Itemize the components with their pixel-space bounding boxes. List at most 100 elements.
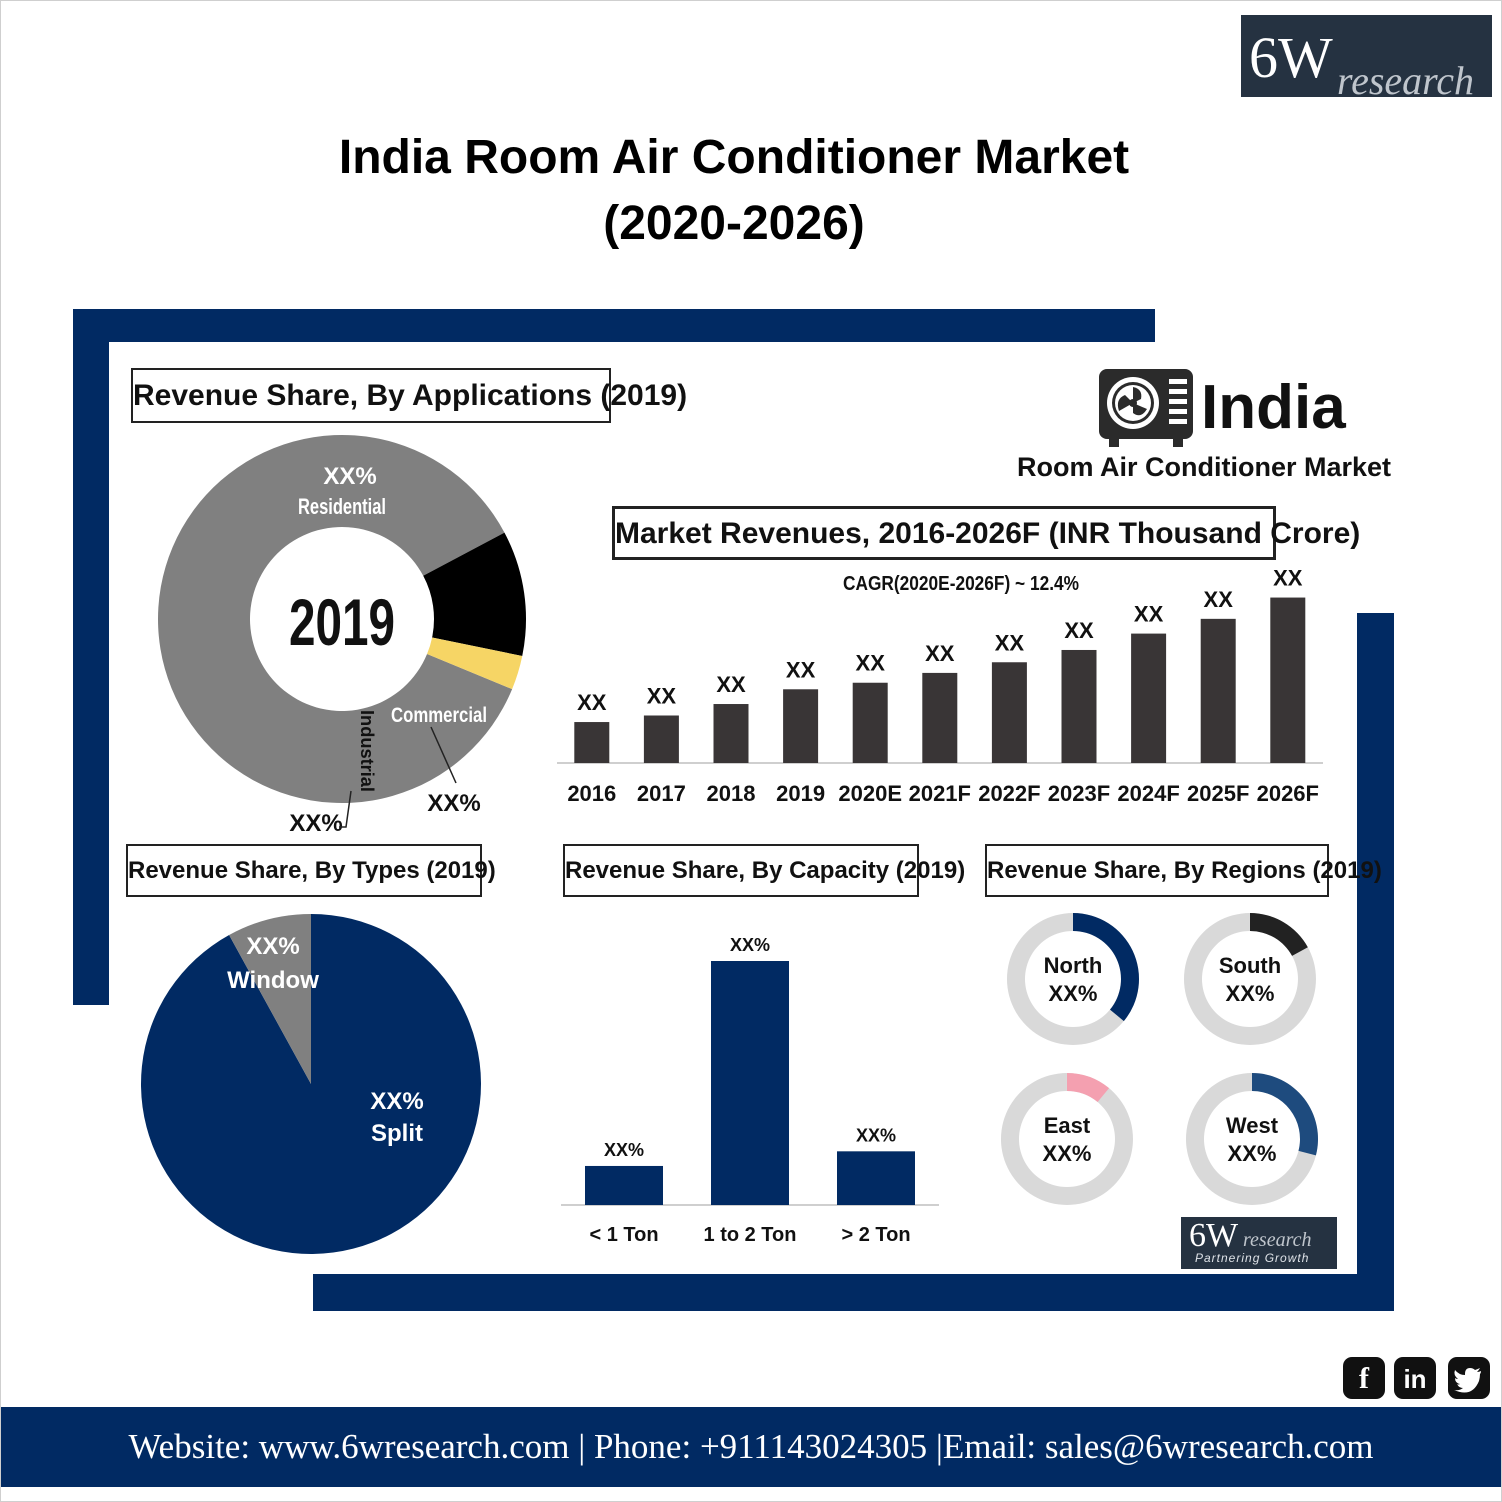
industrial-label: Industrial [357,710,377,792]
frame-bar-bottom [313,1274,1394,1311]
north-donut-slice [1073,913,1140,1022]
commercial-slice [423,532,526,656]
split-slice [141,914,482,1255]
south-label: South [1219,953,1281,978]
east-label: East [1044,1113,1091,1138]
revenue-bar-2021F [922,672,958,763]
revenue-x-tick-2023F: 2023F [1048,781,1110,806]
twitter-icon[interactable] [1448,1357,1490,1399]
frame-bar-left [73,309,109,1005]
revenue-bar-label-2019: XX [786,657,816,682]
east-donut-slice [1067,1073,1110,1103]
commercial-label: Commercial [391,704,487,727]
east-value-label: XX% [1043,1141,1092,1166]
twitter-bird-icon [1454,1368,1481,1393]
revenue-bar-2022F [991,662,1027,763]
capacity-bar-0 [585,1165,663,1205]
industrial-value-label: XX% [289,810,342,837]
revenue-bar-label-2021F: XX [925,641,955,666]
bottom-logo-mark: 6W [1189,1217,1239,1254]
split-value-label: XX% [370,1088,423,1115]
brand-logo-bottom: 6W research Partnering Growth [1181,1217,1337,1269]
revenue-bar-2017 [643,715,679,763]
west-donut-slice [1252,1073,1319,1156]
revenue-bar-2025F [1200,618,1236,763]
revenue-bar-label-2026F: XX [1273,566,1303,591]
south-value-label: XX% [1226,981,1275,1006]
west-label: West [1226,1113,1279,1138]
title-line-2: (2020-2026) [603,197,865,250]
india-logo-country: India [1201,373,1346,442]
revenue-bar-label-2024F: XX [1134,602,1164,627]
revenue-bar-label-2018: XX [716,672,746,697]
revenue-bar-2020E [852,682,888,763]
south-donut-slice [1250,913,1308,956]
linkedin-icon[interactable]: in [1394,1357,1436,1399]
residential-label: Residential [298,494,386,519]
contact-footer: Website: www.6wresearch.com | Phone: +91… [1,1407,1501,1487]
revenue-bar-2026F [1270,597,1306,763]
revenue-x-tick-2017: 2017 [637,781,686,806]
regions-chart-title: Revenue Share, By Regions (2019) [985,844,1382,897]
capacity-bar-1 [711,961,789,1205]
revenue-bar-2023F [1061,649,1097,763]
revenue-bar-2019 [783,689,819,763]
revenue-bar-2016 [574,722,610,763]
facebook-icon[interactable]: f [1343,1357,1385,1399]
capacity-bar-label-2: XX% [856,1125,896,1145]
capacity-bar-label-0: XX% [604,1140,644,1160]
revenue-bar-label-2025F: XX [1204,587,1234,612]
cagr-annotation: CAGR(2020E-2026F) ~ 12.4% [843,573,1079,595]
split-label: Split [371,1120,423,1147]
brand-logo: 6W research [1241,15,1492,97]
commercial-value-label: XX% [427,790,480,817]
revenue-x-tick-2026F: 2026F [1257,781,1319,806]
capacity-chart-title: Revenue Share, By Capacity (2019) [563,844,965,897]
revenue-bar-label-2023F: XX [1064,618,1094,643]
revenue-x-tick-2025F: 2025F [1187,781,1249,806]
title-line-1: India Room Air Conditioner Market [338,131,1130,184]
revenue-bar-label-2017: XX [647,683,677,708]
north-value-label: XX% [1049,981,1098,1006]
capacity-x-tick-1: 1 to 2 Ton [704,1224,797,1246]
frame-bar-right [1357,613,1394,1311]
revenue-bar-label-2022F: XX [995,630,1025,655]
revenue-x-tick-2016: 2016 [567,781,616,806]
west-value-label: XX% [1228,1141,1277,1166]
capacity-bar-label-1: XX% [730,935,770,955]
window-value-label: XX% [246,933,299,960]
types-chart-title: Revenue Share, By Types (2019) [126,844,496,897]
revenue-x-tick-2021F: 2021F [909,781,971,806]
revenue-bar-2024F [1131,633,1167,763]
air-conditioner-fan-icon [1099,369,1193,447]
residential-value-label: XX% [323,463,376,490]
revenue-bar-2018 [713,704,749,763]
capacity-x-tick-2: > 2 Ton [841,1224,910,1246]
logo-mark: 6W [1249,25,1333,90]
page-title: India Room Air Conditioner Market (2020-… [1,125,1467,257]
capacity-x-tick-0: < 1 Ton [589,1224,658,1246]
donut-center-year: 2019 [289,585,395,659]
revenue-bar-label-2020E: XX [856,651,886,676]
applications-chart-title: Revenue Share, By Applications (2019) [131,368,687,423]
east-donut-track [1000,1073,1133,1205]
bottom-logo-tagline: Partnering Growth [1195,1251,1310,1265]
revenue-bar-label-2016: XX [577,690,607,715]
revenue-x-tick-2018: 2018 [707,781,756,806]
north-label: North [1044,953,1103,978]
industrial-leader-line [339,790,352,828]
revenue-x-tick-2020E: 2020E [838,781,902,806]
revenue-x-tick-2019: 2019 [776,781,825,806]
industrial-slice [427,637,523,690]
frame-bar-top [73,309,1155,342]
revenue-chart-title: Market Revenues, 2016-2026F (INR Thousan… [612,506,1360,560]
revenue-x-tick-2024F: 2024F [1117,781,1179,806]
capacity-bar-2 [837,1151,915,1205]
bottom-logo-word: research [1243,1229,1312,1251]
window-slice [229,914,311,1084]
window-label: Window [227,967,319,994]
revenue-x-tick-2022F: 2022F [978,781,1040,806]
logo-word: research [1337,58,1474,98]
